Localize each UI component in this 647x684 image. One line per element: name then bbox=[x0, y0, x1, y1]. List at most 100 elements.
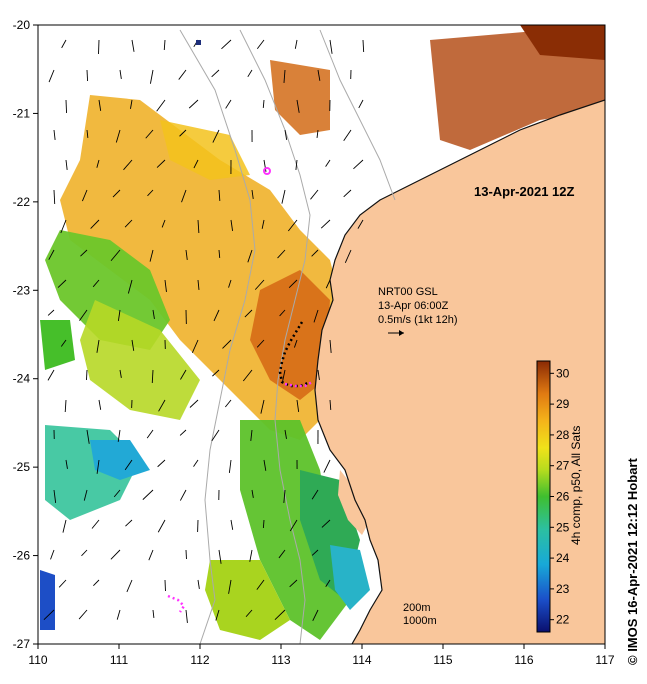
current-vector bbox=[317, 69, 321, 81]
current-vector bbox=[86, 369, 88, 381]
x-tick-label: 114 bbox=[352, 653, 371, 667]
current-vector bbox=[247, 249, 253, 263]
current-vector bbox=[244, 309, 253, 318]
current-vector bbox=[90, 219, 100, 229]
colorbar-tick-label: 24 bbox=[556, 551, 570, 565]
current-vector bbox=[344, 249, 352, 263]
current-vector bbox=[329, 39, 333, 54]
current-vector bbox=[65, 459, 68, 469]
current-vector bbox=[53, 189, 56, 205]
x-axis: 110 111 112 113 114 115 116 117 bbox=[28, 644, 615, 667]
current-vector bbox=[142, 489, 154, 500]
current-vector bbox=[48, 249, 55, 260]
current-vector bbox=[98, 399, 102, 410]
current-vector bbox=[212, 369, 220, 377]
current-vector bbox=[93, 579, 100, 586]
current-vector bbox=[148, 549, 154, 561]
current-vector bbox=[158, 399, 166, 412]
current-vector bbox=[80, 249, 88, 257]
current-vector bbox=[287, 219, 298, 232]
current-vector bbox=[254, 279, 265, 290]
current-vector bbox=[146, 429, 154, 439]
current-vector bbox=[188, 99, 199, 109]
current-vector bbox=[289, 519, 298, 532]
current-vector bbox=[321, 519, 331, 528]
colorbar-tick-label: 25 bbox=[556, 520, 570, 534]
current-vector bbox=[48, 69, 55, 83]
data-pixel bbox=[196, 40, 201, 45]
current-vector bbox=[179, 129, 187, 137]
y-tick-label: -22 bbox=[13, 195, 31, 209]
current-vector bbox=[96, 459, 100, 474]
current-vector bbox=[284, 429, 287, 439]
current-vector bbox=[86, 429, 90, 444]
current-vector bbox=[281, 189, 286, 204]
current-vector bbox=[249, 549, 253, 562]
current-vector bbox=[117, 309, 121, 321]
y-axis: -20 -21 -22 -23 -24 -25 -26 -27 bbox=[13, 18, 38, 651]
current-vector bbox=[110, 549, 121, 560]
x-tick-label: 116 bbox=[514, 653, 533, 667]
current-vector bbox=[81, 189, 88, 202]
current-vector bbox=[329, 399, 332, 411]
colorbar-tick-label: 29 bbox=[556, 397, 570, 411]
current-vector bbox=[53, 129, 56, 140]
current-vector bbox=[284, 129, 288, 140]
x-tick-label: 117 bbox=[595, 653, 614, 667]
current-vector bbox=[156, 159, 166, 168]
isobath-legend: 200m 1000m bbox=[403, 602, 437, 627]
current-vector bbox=[117, 429, 121, 442]
current-vector bbox=[215, 609, 220, 621]
current-vector bbox=[288, 279, 298, 289]
current-vector bbox=[262, 99, 265, 109]
current-vector bbox=[65, 159, 68, 170]
current-vector bbox=[245, 609, 253, 618]
current-vector bbox=[197, 219, 200, 234]
y-tick-label: -27 bbox=[13, 637, 31, 651]
current-vector bbox=[92, 279, 100, 288]
y-tick-label: -21 bbox=[13, 106, 31, 120]
current-vector bbox=[251, 489, 254, 498]
drifter-track bbox=[167, 167, 313, 613]
current-vector bbox=[180, 369, 187, 380]
sst-field bbox=[40, 25, 605, 640]
current-vector bbox=[127, 279, 133, 294]
colorbar-tick-label: 30 bbox=[556, 366, 570, 380]
current-vector bbox=[263, 159, 267, 172]
colorbar-tick-label: 26 bbox=[556, 490, 570, 504]
current-vector bbox=[57, 279, 67, 288]
current-vector bbox=[311, 549, 319, 556]
current-vector bbox=[289, 579, 298, 588]
current-vector bbox=[357, 219, 364, 229]
current-vector bbox=[325, 159, 331, 167]
current-vector bbox=[91, 519, 100, 529]
current-vector bbox=[130, 99, 133, 109]
current-vector bbox=[86, 69, 89, 82]
current-vector bbox=[147, 189, 154, 197]
current-vector bbox=[156, 99, 166, 112]
current-vector bbox=[228, 279, 232, 288]
colorbar-tick-label: 22 bbox=[556, 613, 570, 627]
current-vector bbox=[323, 459, 331, 473]
current-vector bbox=[279, 309, 286, 317]
current-scale-label: 0.5m/s (1kt 12h) bbox=[378, 314, 457, 326]
current-vector bbox=[277, 249, 286, 259]
x-tick-label: 115 bbox=[433, 653, 452, 667]
current-vector bbox=[43, 609, 55, 621]
current-vector bbox=[358, 99, 364, 109]
current-vector bbox=[225, 99, 232, 109]
current-vector bbox=[293, 339, 298, 348]
current-model-label: NRT00 GSL bbox=[378, 286, 438, 298]
current-vector bbox=[343, 129, 352, 142]
current-vector bbox=[353, 159, 364, 170]
colorbar-tick-label: 27 bbox=[556, 459, 570, 473]
x-tick-label: 111 bbox=[110, 653, 129, 667]
map-frame bbox=[37, 24, 606, 645]
credit-label: © IMOS 16-Apr-2021 12:12 Hobart bbox=[625, 458, 640, 665]
current-vector bbox=[115, 129, 121, 143]
x-tick-label: 113 bbox=[271, 653, 290, 667]
current-vector bbox=[123, 159, 133, 171]
current-vector bbox=[325, 279, 331, 289]
current-vector bbox=[110, 249, 121, 262]
